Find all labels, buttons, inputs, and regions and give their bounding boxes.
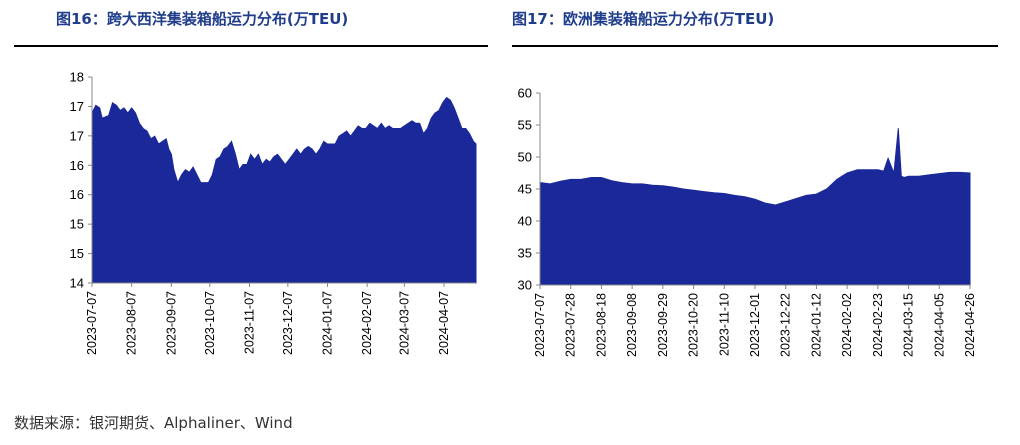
y-tick-label: 16 — [70, 187, 84, 202]
x-tick-label: 2024-02-23 — [871, 293, 885, 357]
y-tick-label: 16 — [70, 158, 84, 173]
x-tick-label: 2024-04-05 — [932, 293, 946, 357]
right-title-divider — [512, 45, 998, 47]
x-tick-label: 2023-08-07 — [125, 291, 139, 355]
x-tick-label: 2023-09-08 — [625, 293, 639, 357]
y-tick-label: 30 — [518, 278, 532, 293]
x-tick-label: 2023-07-07 — [533, 293, 547, 357]
left-chart-title: 图16：跨大西洋集装箱船运力分布(万TEU) — [56, 10, 349, 28]
y-tick-label: 45 — [518, 182, 532, 197]
left-title-divider — [14, 45, 488, 47]
right-chart: 30 35 40 45 50 55 60 2023-07-07 2023-07-28 2023-0… — [518, 86, 977, 357]
x-tick-label: 2023-09-29 — [656, 293, 670, 357]
y-tick-label: 17 — [70, 128, 84, 143]
x-tick-label: 2023-11-07 — [242, 291, 256, 354]
x-tick-label: 2023-12-22 — [779, 293, 793, 357]
x-tick-label: 2024-01-12 — [809, 293, 823, 357]
x-tick-label: 2023-11-10 — [717, 293, 731, 356]
y-tick-label: 17 — [70, 99, 84, 114]
x-tick-label: 2023-12-01 — [748, 293, 762, 357]
x-tick-label: 2024-03-15 — [902, 293, 916, 357]
right-chart-title: 图17：欧洲集装箱船运力分布(万TEU) — [512, 10, 775, 28]
x-tick-label: 2024-03-07 — [397, 291, 411, 355]
x-tick-label: 2023-10-20 — [687, 293, 701, 357]
left-chart: 14 15 15 16 16 17 17 18 2023-07-07 2023-08-07 2023… — [70, 70, 477, 355]
y-tick-label: 50 — [518, 150, 532, 165]
y-tick-label: 15 — [70, 217, 84, 232]
x-tick-label: 2023-09-07 — [164, 291, 178, 355]
x-tick-label: 2024-02-07 — [360, 291, 374, 355]
x-tick-label: 2023-08-18 — [594, 293, 608, 357]
x-tick-label: 2024-01-07 — [321, 291, 335, 355]
data-source-note: 数据来源：银河期货、Alphaliner、Wind — [14, 414, 293, 432]
x-tick-label: 2024-04-07 — [437, 291, 451, 355]
y-tick-label: 40 — [518, 214, 532, 229]
x-tick-label: 2024-04-26 — [963, 293, 977, 357]
y-tick-label: 55 — [518, 118, 532, 133]
x-tick-label: 2023-07-07 — [85, 291, 99, 355]
y-tick-label: 18 — [70, 70, 84, 85]
y-tick-label: 35 — [518, 246, 532, 261]
x-tick-label: 2023-12-07 — [281, 291, 295, 355]
y-tick-label: 14 — [70, 276, 84, 291]
x-tick-label: 2024-02-02 — [840, 293, 854, 357]
y-tick-label: 15 — [70, 246, 84, 261]
x-tick-label: 2023-07-28 — [564, 293, 578, 357]
x-tick-label: 2023-10-07 — [203, 291, 217, 355]
y-tick-label: 60 — [518, 86, 532, 101]
area-series — [539, 128, 971, 286]
area-series — [91, 96, 477, 284]
